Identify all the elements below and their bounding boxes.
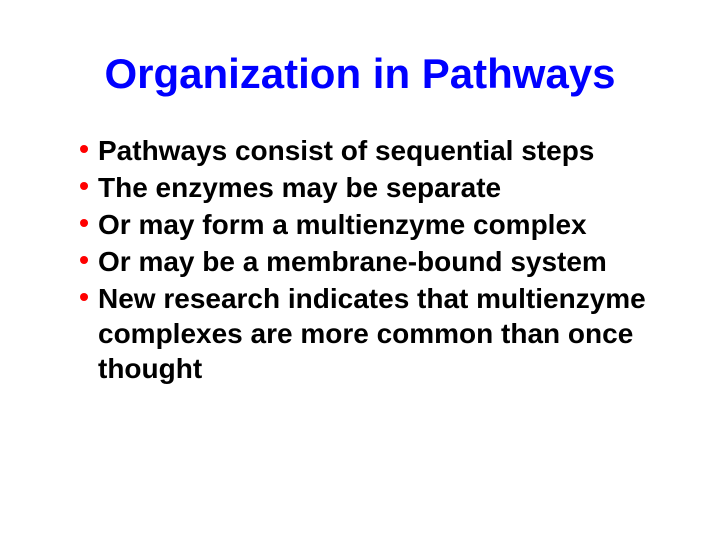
bullet-icon: • xyxy=(70,281,98,313)
bullet-text: Or may form a multienzyme complex xyxy=(98,207,587,242)
bullet-text: Or may be a membrane-bound system xyxy=(98,244,607,279)
slide-title: Organization in Pathways xyxy=(60,50,660,98)
bullet-icon: • xyxy=(70,244,98,276)
list-item: • Or may form a multienzyme complex xyxy=(70,207,660,242)
list-item: • Pathways consist of sequential steps xyxy=(70,133,660,168)
list-item: • Or may be a membrane-bound system xyxy=(70,244,660,279)
bullet-text: New research indicates that multienzyme … xyxy=(98,281,660,386)
bullet-list: • Pathways consist of sequential steps •… xyxy=(60,133,660,386)
list-item: • New research indicates that multienzym… xyxy=(70,281,660,386)
bullet-text: Pathways consist of sequential steps xyxy=(98,133,594,168)
list-item: • The enzymes may be separate xyxy=(70,170,660,205)
bullet-icon: • xyxy=(70,170,98,202)
bullet-icon: • xyxy=(70,207,98,239)
bullet-icon: • xyxy=(70,133,98,165)
bullet-text: The enzymes may be separate xyxy=(98,170,501,205)
